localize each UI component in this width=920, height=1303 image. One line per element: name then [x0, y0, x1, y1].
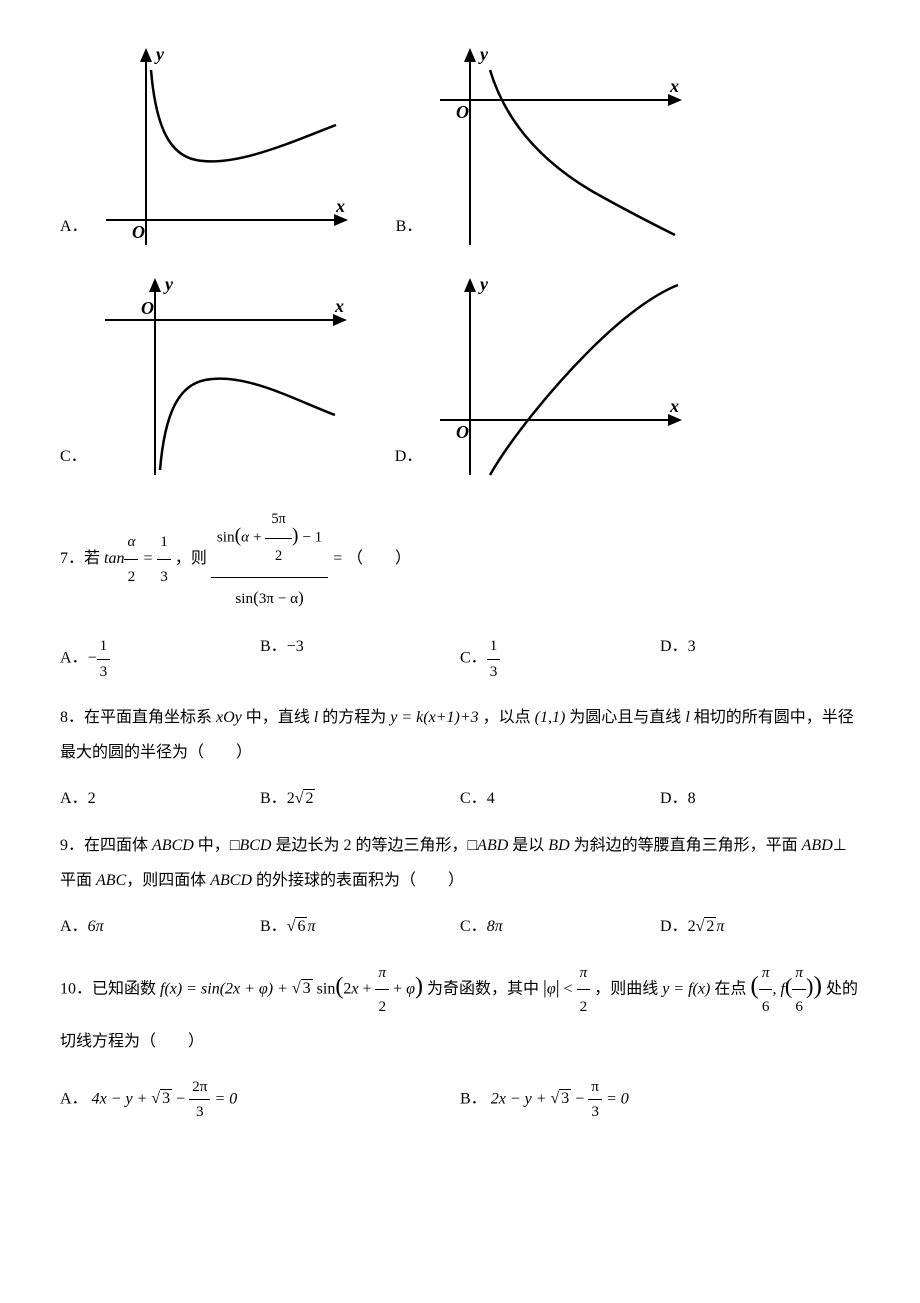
q9-option-d: D．22π [660, 914, 860, 940]
graph-label-b: B． [396, 214, 423, 250]
x-label-c: x [334, 296, 344, 316]
q7-option-c: C．13 [460, 634, 660, 684]
y-label-c: y [163, 274, 174, 294]
q8-option-d: D．8 [660, 786, 860, 812]
q10-option-a: A． 4x − y + 3 − 2π3 = 0 [60, 1075, 460, 1125]
q9-option-b: B．6π [260, 914, 460, 940]
q8-option-a: A．2 [60, 786, 260, 812]
q9-option-a: A．6π [60, 914, 260, 940]
q7-rhs-den: 3 [157, 560, 171, 593]
graph-item-c: C． O x y [60, 270, 355, 480]
y-label-a: y [154, 44, 165, 64]
graph-row-ab: A． O x y B． O x y [60, 40, 860, 250]
question-8: 8．在平面直角坐标系 xOy 中，直线 l 的方程为 y = k(x+1)+3 … [60, 700, 860, 770]
q7-tail: （ ） [347, 550, 411, 567]
graph-label-d: D． [395, 444, 423, 480]
q7-option-d: D．3 [660, 634, 860, 684]
q7-option-a: A．−13 [60, 634, 260, 684]
origin-label-b: O [456, 102, 469, 122]
q7-options: A．−13 B．−3 C．13 D．3 [60, 634, 860, 684]
q9-options: A．6π B．6π C．8π D．22π [60, 914, 860, 940]
graph-b: O x y [430, 40, 690, 250]
question-9: 9．在四面体 ABCD 中，□BCD 是边长为 2 的等边三角形，□ABD 是以… [60, 828, 860, 898]
q7-tan-num: α [124, 525, 138, 559]
x-label-a: x [335, 196, 345, 216]
origin-label-d: O [456, 422, 469, 442]
q10-options-ab: A． 4x − y + 3 − 2π3 = 0 B． 2x − y + 3 − … [60, 1075, 860, 1125]
graph-item-a: A． O x y [60, 40, 356, 250]
q7-big-frac: sin(α + 5π2) − 1 sin(3π − α) [211, 500, 328, 618]
origin-label-c: O [141, 298, 154, 318]
q9-option-c: C．8π [460, 914, 660, 940]
graph-a: O x y [96, 40, 356, 250]
question-7: 7．若 tanα2 = 13 ，则 sin(α + 5π2) − 1 sin(3… [60, 500, 860, 618]
graph-item-d: D． O x y [395, 270, 691, 480]
origin-label-a: O [132, 222, 145, 242]
graph-d: O x y [430, 270, 690, 480]
q8-option-c: C．4 [460, 786, 660, 812]
q7-tan-den: 2 [124, 560, 138, 593]
x-label-b: x [669, 76, 679, 96]
q10-option-b: B． 2x − y + 3 − π3 = 0 [460, 1075, 860, 1125]
graph-row-cd: C． O x y D． O x y [60, 270, 860, 480]
graph-label-a: A． [60, 214, 88, 250]
question-10: 10．已知函数 f(x) = sin(2x + φ) + 3 sin(2x + … [60, 956, 860, 1059]
y-label-b: y [478, 44, 489, 64]
y-label-d: y [478, 274, 489, 294]
x-label-d: x [669, 396, 679, 416]
graph-item-b: B． O x y [396, 40, 691, 250]
q8-options: A．2 B．22 C．4 D．8 [60, 786, 860, 812]
q7-mid: ，则 [175, 550, 207, 567]
q7-option-b: B．−3 [260, 634, 460, 684]
q7-prefix: 7．若 [60, 550, 100, 567]
q7-rhs-num: 1 [157, 525, 171, 559]
graph-c: O x y [95, 270, 355, 480]
graph-label-c: C． [60, 444, 87, 480]
q8-option-b: B．22 [260, 786, 460, 812]
